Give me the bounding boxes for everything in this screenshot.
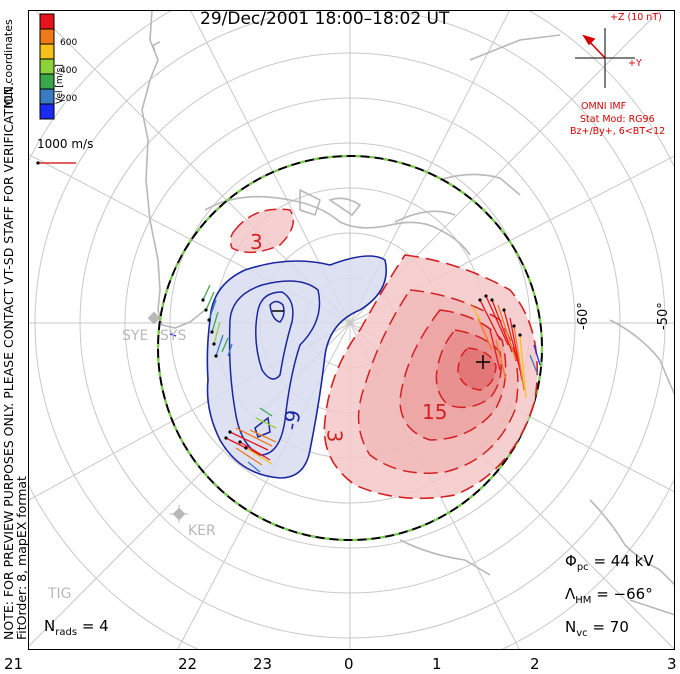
mlt-label-3: 3	[667, 655, 677, 673]
station-ker: KER	[188, 523, 216, 539]
mlt-label-1: 1	[432, 655, 442, 673]
colorbar-segment	[39, 58, 55, 75]
velocity-scale-bar	[36, 161, 76, 165]
imf-source: OMNI IMF	[581, 101, 627, 112]
station-sys: SYS	[160, 328, 187, 344]
contour-label-positive-3: 3	[322, 429, 347, 443]
hm-boundary-dashes	[156, 154, 544, 542]
negative-contour-4	[269, 300, 285, 323]
phi-pc-stat: Φpc = 44 kV	[565, 552, 654, 573]
contour-label-positive-15: 15	[422, 400, 448, 424]
contour-label-small-positive: 3	[250, 230, 263, 254]
positive-contour-5	[457, 347, 497, 391]
colorbar-segment	[39, 88, 55, 105]
colorbar-tick-200: 200	[60, 94, 78, 104]
colorbar-segment	[39, 73, 55, 90]
station-sye: SYE	[122, 328, 149, 344]
negative-contour-2	[228, 280, 321, 456]
preview-note: NOTE: FOR PREVIEW PURPOSES ONLY. PLEASE …	[1, 82, 29, 640]
colorbar-tick-400: 400	[60, 66, 78, 76]
negative-cell-fill	[206, 255, 387, 479]
colorbar-segment	[39, 28, 55, 45]
mlt-label-23: 23	[253, 655, 273, 673]
velocity-scale-label: 1000 m/s	[37, 137, 94, 151]
station-marks	[147, 311, 188, 523]
imf-y-label: +Y	[628, 58, 642, 69]
mlt-label-22: 22	[178, 655, 198, 673]
velocity-vectors	[169, 284, 541, 473]
colorbar-tick-600: 600	[60, 38, 78, 48]
coordinates-label: MLT coordinates	[2, 19, 15, 108]
imf-z-label: +Z (10 nT)	[610, 12, 662, 23]
vectors-dawn	[471, 295, 541, 399]
negative-contour-3	[255, 291, 294, 380]
vectors-dusk-upper	[169, 284, 233, 357]
lat-label-60: -60°	[576, 302, 591, 330]
imf-vector	[582, 34, 606, 59]
vectors-dusk-lower	[225, 407, 277, 473]
n-rads-stat: Nrads = 4	[44, 617, 109, 638]
positive-maximum-marker	[476, 355, 490, 369]
fit-order-line: FitOrder: 8, mapEX format	[14, 476, 29, 640]
colorbar-segment	[39, 43, 55, 60]
mlt-label-2: 2	[530, 655, 540, 673]
colorbar-segment	[39, 103, 55, 120]
contour-label-negative: -9	[278, 408, 306, 432]
positive-small-cell	[229, 208, 295, 254]
station-tig: TIG	[48, 586, 72, 602]
n-vc-stat: Nvc = 70	[565, 618, 629, 639]
lat-label-50: -50°	[656, 302, 671, 330]
continent-outlines	[141, 10, 675, 616]
imf-condition: Bz+/By+, 6<BT<12	[570, 126, 666, 137]
page-title: 29/Dec/2001 18:00–18:02 UT	[200, 9, 450, 29]
imf-model: Stat Mod: RG96	[580, 114, 655, 125]
colorbar-segment	[39, 13, 55, 30]
mlt-label-21: 21	[4, 655, 24, 673]
velocity-colorbar	[39, 13, 55, 120]
vector-origins	[201, 294, 522, 450]
lambda-hm-stat: ΛHM = −66°	[565, 585, 653, 606]
mlt-label-0: 0	[344, 655, 354, 673]
